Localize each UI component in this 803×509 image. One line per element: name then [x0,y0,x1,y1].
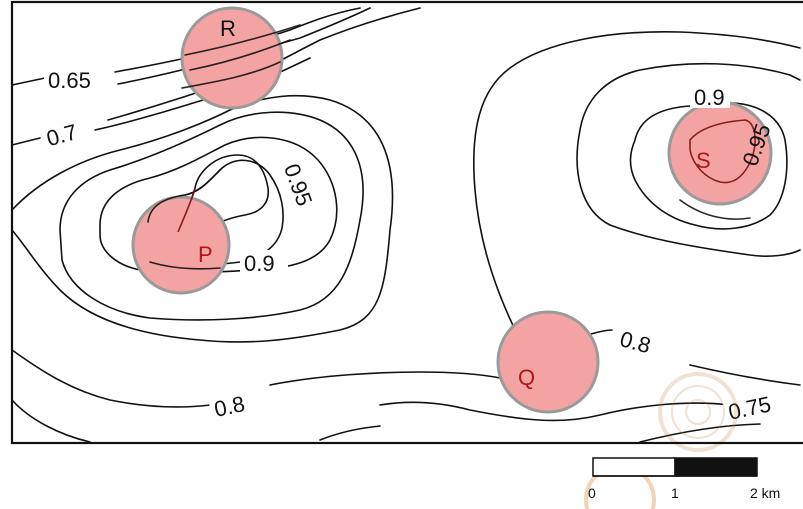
contour-label-09-left: 0.9 [244,251,275,276]
contour-line-08-left [59,111,364,321]
contour-line-075-bottom [319,401,731,441]
contour-label-08-right: 0.8 [617,326,653,358]
watermark-seal [658,372,738,452]
point-label-r: R [220,16,236,41]
contour-line-085-right [576,62,801,257]
contour-label-095-left: 0.95 [279,160,317,209]
contour-line-08-bottom [11,349,501,408]
point-label-p: P [198,242,213,267]
contour-line-075-left [11,94,394,343]
scale-bar-tick-0: 0 [588,485,596,501]
point-label-q: Q [518,365,535,390]
scale-bar-tick-1: 1 [671,485,679,501]
highlight-points [131,6,773,414]
point-q-marker[interactable] [496,310,600,414]
contour-label-08-bottom: 0.8 [212,391,247,422]
point-p-marker[interactable] [131,195,231,295]
point-labels: R P Q S [198,16,711,390]
contour-line-09-right [629,102,788,230]
contour-line-07-bottom [11,399,761,443]
contour-label-09-right: 0.9 [694,85,725,110]
contour-lines-over [147,24,756,270]
scale-bar-tick-2: 2 km [750,485,780,501]
contour-line-08-right-tail [689,364,801,386]
contour-label-065: 0.65 [48,68,91,93]
point-label-s: S [696,148,711,173]
scale-bar: 0 1 2 km [588,457,780,501]
map-frame [10,0,803,445]
